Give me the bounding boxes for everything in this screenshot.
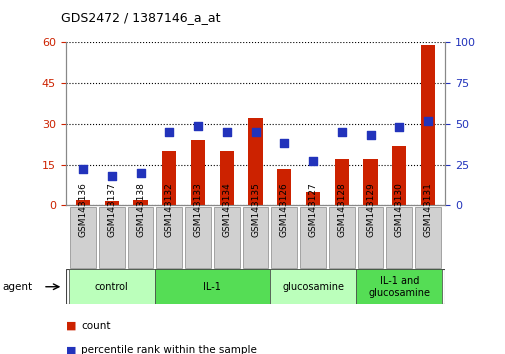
FancyBboxPatch shape (356, 269, 441, 304)
Text: GSM143136: GSM143136 (78, 182, 87, 237)
Text: ■: ■ (66, 321, 76, 331)
Point (108, 173, 116, 179)
Text: GSM143128: GSM143128 (337, 182, 345, 237)
FancyBboxPatch shape (185, 207, 211, 268)
FancyBboxPatch shape (155, 269, 269, 304)
FancyBboxPatch shape (299, 207, 325, 268)
Point (136, 170, 144, 176)
FancyBboxPatch shape (386, 207, 412, 268)
Bar (305, 192, 320, 205)
Bar (277, 169, 291, 205)
FancyBboxPatch shape (156, 207, 182, 268)
Text: GSM143130: GSM143130 (394, 182, 403, 237)
Text: GSM143138: GSM143138 (136, 182, 145, 237)
Text: GSM143129: GSM143129 (365, 182, 374, 237)
Point (193, 123, 201, 129)
Point (394, 124, 402, 130)
Text: GSM143132: GSM143132 (165, 182, 173, 237)
FancyBboxPatch shape (269, 269, 356, 304)
FancyBboxPatch shape (69, 269, 155, 304)
Point (222, 129, 230, 135)
FancyBboxPatch shape (271, 207, 296, 268)
Text: GSM143131: GSM143131 (423, 182, 432, 237)
Bar (334, 159, 348, 205)
Text: percentile rank within the sample: percentile rank within the sample (81, 346, 257, 354)
FancyBboxPatch shape (242, 207, 268, 268)
FancyBboxPatch shape (214, 207, 239, 268)
Point (366, 132, 374, 138)
Text: agent: agent (3, 282, 33, 292)
Point (251, 129, 259, 135)
Point (165, 129, 173, 135)
Point (309, 159, 317, 164)
Bar (219, 151, 233, 205)
Text: GSM143133: GSM143133 (193, 182, 202, 237)
Text: GSM143137: GSM143137 (107, 182, 116, 237)
Bar (363, 159, 377, 205)
Bar (391, 145, 406, 205)
Text: count: count (81, 321, 110, 331)
Bar (248, 119, 262, 205)
FancyBboxPatch shape (328, 207, 354, 268)
Bar (162, 151, 176, 205)
Text: ■: ■ (66, 346, 76, 354)
Point (280, 141, 288, 146)
Point (337, 129, 345, 135)
FancyBboxPatch shape (70, 207, 96, 268)
Point (423, 118, 431, 124)
Bar (420, 45, 434, 205)
Bar (133, 200, 147, 205)
FancyBboxPatch shape (414, 207, 440, 268)
Text: GDS2472 / 1387146_a_at: GDS2472 / 1387146_a_at (61, 11, 220, 24)
Bar (76, 200, 90, 205)
Text: IL-1 and
glucosamine: IL-1 and glucosamine (368, 276, 429, 298)
Text: GSM143135: GSM143135 (250, 182, 260, 237)
Text: GSM143127: GSM143127 (308, 182, 317, 237)
Text: GSM143126: GSM143126 (279, 182, 288, 237)
Point (79, 167, 87, 172)
Text: GSM143134: GSM143134 (222, 182, 231, 237)
FancyBboxPatch shape (98, 207, 124, 268)
Text: glucosamine: glucosamine (281, 282, 343, 292)
Bar (105, 201, 119, 205)
Text: control: control (95, 282, 128, 292)
FancyBboxPatch shape (357, 207, 383, 268)
Bar (190, 140, 205, 205)
FancyBboxPatch shape (127, 207, 153, 268)
Text: IL-1: IL-1 (203, 282, 221, 292)
